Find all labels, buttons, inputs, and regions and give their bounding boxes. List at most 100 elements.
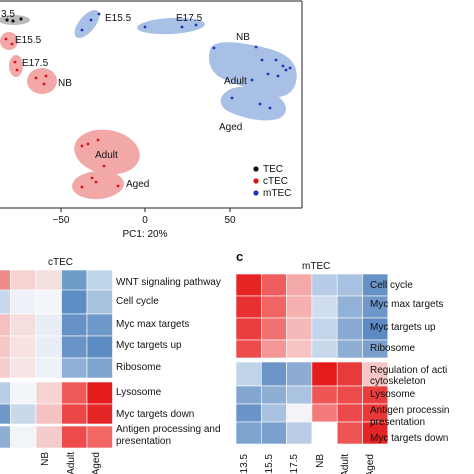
label-mtec-aged: Aged — [219, 122, 242, 133]
ctec-adult-cluster — [74, 129, 140, 175]
ctec-e175-cluster — [9, 55, 23, 77]
ctec-heatmap-cell — [10, 289, 37, 315]
mtec-heatmap-cell — [260, 339, 287, 359]
ctec-heatmap-cell — [35, 357, 62, 379]
mtec-heatmap-cell — [286, 403, 313, 423]
label-mtec-e155: E15.5 — [105, 13, 132, 24]
ctec-points — [4, 37, 120, 189]
mtec-heatmap-cell — [336, 273, 363, 297]
ctec-point — [80, 144, 84, 148]
mtec-heatmap-cell — [336, 421, 363, 445]
mtec-point — [97, 12, 101, 16]
ctec-point — [15, 68, 19, 72]
ctec-heatmap-cell — [86, 335, 113, 359]
mtec-heatmap-cell — [260, 385, 287, 405]
mtec-heatmap-cell — [311, 385, 338, 405]
mtec-e175-cluster — [137, 17, 205, 35]
mtec-heatmap-cell — [311, 339, 338, 359]
mtec-heatmap-cell — [235, 403, 262, 423]
mtec-heatmap-cell — [362, 339, 389, 359]
mtec-point — [212, 46, 216, 50]
mtec-col-label: NB — [315, 454, 326, 468]
ctec-point — [44, 74, 48, 78]
label-tec-e135: 3.5 — [1, 9, 15, 20]
mtec-row-label: Myc max targets — [370, 299, 443, 310]
mtec-col-label: E15.5 — [264, 454, 275, 474]
mtec-col-label: Aged — [365, 454, 376, 474]
ctec-point — [86, 142, 90, 146]
mtec-heatmap-cell — [260, 403, 287, 423]
mtec-col-label: Adult — [340, 454, 351, 474]
label-ctec-e155: E15.5 — [15, 35, 42, 46]
legend: TEC cTEC mTEC — [253, 164, 291, 199]
label-ctec-aged: Aged — [126, 179, 149, 190]
ctec-heatmap-cell — [10, 425, 37, 449]
ctec-heatmap-cell — [61, 313, 88, 337]
mtec-heatmap-cell — [362, 361, 389, 387]
ctec-heatmap-cell — [0, 403, 11, 425]
mtec-heatmap-cell — [235, 421, 262, 445]
mtec-row-label: Regulation of acti — [370, 365, 447, 376]
mtec-heatmap-cell — [336, 385, 363, 405]
mtec-row-label: Lysosome — [370, 389, 416, 400]
ctec-col-label: NB — [40, 452, 51, 466]
mtec-heatmap-title: mTEC — [302, 261, 330, 272]
mtec-point — [230, 96, 234, 100]
mtec-heatmap-cell — [311, 361, 338, 387]
mtec-nb-adult-cluster — [208, 42, 297, 98]
ctec-row-label: presentation — [116, 436, 171, 447]
ctec-point — [80, 185, 84, 189]
ctec-heatmap-cell — [0, 289, 11, 315]
mtec-point — [89, 18, 93, 22]
x-axis-label: PC1: 20% — [122, 229, 167, 240]
mtec-heatmap-cell — [260, 273, 287, 297]
ctec-heatmap-cell — [35, 381, 62, 405]
mtec-row-label: presentation — [370, 417, 425, 428]
ctec-e155-cluster — [0, 32, 18, 50]
ctec-heatmap-cell — [10, 357, 37, 379]
legend-label-tec: TEC — [263, 164, 283, 175]
mtec-points — [80, 12, 292, 110]
mtec-heatmap-cell — [311, 421, 338, 445]
legend-label-mtec: mTEC — [263, 188, 291, 199]
ctec-heatmap-cell — [61, 357, 88, 379]
mtec-point — [143, 25, 147, 29]
tec-point — [11, 19, 15, 23]
ctec-heatmap-cells — [0, 269, 113, 449]
mtec-heatmap-cell — [235, 295, 262, 319]
mtec-heatmap-cell — [311, 317, 338, 341]
mtec-row-label: Myc targets down — [370, 433, 448, 444]
mtec-col-label: E13.5 — [239, 454, 250, 474]
mtec-heatmap-cells — [235, 273, 389, 445]
ctec-heatmap-cell — [0, 381, 11, 405]
ctec-point — [10, 42, 14, 46]
legend-marker-ctec — [253, 178, 259, 184]
label-mtec-adult: Adult — [224, 76, 247, 87]
mtec-heatmap-cell — [311, 295, 338, 319]
ctec-row-label: Cell cycle — [116, 296, 159, 307]
legend-label-ctec: cTEC — [263, 176, 288, 187]
mtec-point — [284, 68, 288, 72]
ctec-heatmap-cell — [86, 425, 113, 449]
ctec-heatmap-cell — [35, 289, 62, 315]
mtec-heatmap-cell — [286, 361, 313, 387]
mtec-col-label: E17.5 — [289, 454, 300, 474]
ctec-heatmap-panel: cTEC WNT signaling pathway Cell cycle My… — [0, 257, 221, 474]
mtec-heatmap-cell — [260, 317, 287, 341]
ctec-heatmap-cell — [86, 403, 113, 425]
mtec-heatmap-cell — [286, 317, 313, 341]
ctec-heatmap-cell — [0, 335, 11, 359]
mtec-aged-cluster — [220, 86, 286, 121]
ctec-point — [94, 180, 98, 184]
ctec-heatmap-cell — [61, 289, 88, 315]
mtec-row-label: Cell cycle — [370, 280, 413, 291]
mtec-heatmap-cell — [286, 339, 313, 359]
mtec-point — [274, 58, 278, 62]
ctec-heatmap-cell — [35, 313, 62, 337]
mtec-point — [250, 78, 254, 82]
ctec-col-label: Adult — [66, 452, 77, 474]
ctec-heatmap-cell — [86, 381, 113, 405]
ctec-heatmap-cell — [35, 425, 62, 449]
ctec-col-label: Aged — [91, 452, 102, 474]
